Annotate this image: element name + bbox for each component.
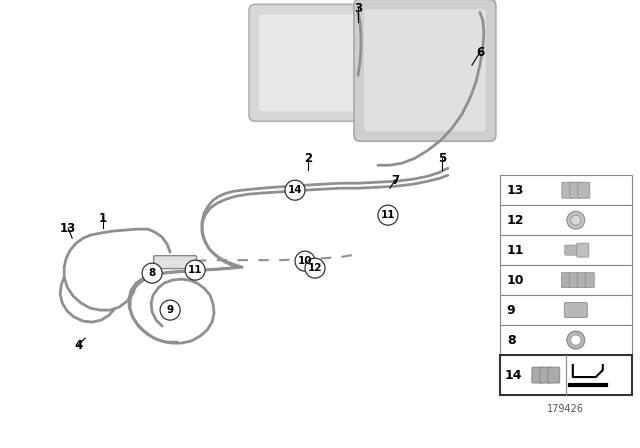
Text: 11: 11	[381, 210, 395, 220]
FancyBboxPatch shape	[154, 256, 196, 269]
FancyBboxPatch shape	[540, 367, 552, 383]
FancyBboxPatch shape	[570, 273, 579, 288]
Text: 12: 12	[308, 263, 323, 273]
Circle shape	[571, 335, 581, 345]
FancyBboxPatch shape	[249, 4, 366, 121]
Bar	[500, 265, 632, 295]
FancyBboxPatch shape	[577, 243, 589, 257]
Text: 6: 6	[476, 46, 484, 59]
Text: 11: 11	[188, 265, 202, 275]
Text: 9: 9	[507, 304, 515, 317]
Text: 8: 8	[507, 334, 515, 347]
Text: 7: 7	[391, 174, 399, 187]
Circle shape	[378, 205, 398, 225]
FancyBboxPatch shape	[354, 0, 496, 141]
Text: 14: 14	[288, 185, 302, 195]
Text: 2: 2	[304, 152, 312, 165]
Circle shape	[142, 263, 162, 283]
FancyBboxPatch shape	[364, 9, 486, 131]
Text: 13: 13	[60, 222, 76, 235]
FancyBboxPatch shape	[259, 14, 356, 111]
Circle shape	[567, 331, 585, 349]
FancyBboxPatch shape	[565, 245, 579, 255]
Bar	[500, 235, 632, 265]
Text: 1: 1	[99, 211, 108, 225]
Text: 12: 12	[507, 214, 524, 227]
Text: 13: 13	[507, 184, 524, 197]
Circle shape	[185, 260, 205, 280]
Bar	[500, 295, 632, 325]
FancyBboxPatch shape	[564, 302, 588, 318]
FancyBboxPatch shape	[561, 273, 570, 288]
Circle shape	[295, 251, 315, 271]
Bar	[500, 325, 632, 355]
Bar	[500, 175, 632, 205]
Text: 3: 3	[354, 2, 362, 15]
FancyBboxPatch shape	[577, 273, 586, 288]
Text: 4: 4	[74, 339, 83, 352]
Text: 10: 10	[298, 256, 312, 266]
FancyBboxPatch shape	[586, 273, 595, 288]
Text: 8: 8	[148, 268, 156, 278]
Bar	[500, 355, 632, 395]
Circle shape	[305, 258, 325, 278]
FancyBboxPatch shape	[548, 367, 560, 383]
FancyBboxPatch shape	[562, 182, 574, 198]
FancyBboxPatch shape	[532, 367, 544, 383]
Text: 9: 9	[166, 305, 173, 315]
Circle shape	[571, 215, 581, 225]
Text: 179426: 179426	[547, 404, 584, 414]
Text: 10: 10	[507, 274, 524, 287]
Text: 14: 14	[505, 369, 522, 382]
Bar	[500, 205, 632, 235]
Text: 5: 5	[438, 152, 446, 165]
Circle shape	[285, 180, 305, 200]
Circle shape	[567, 211, 585, 229]
Text: 11: 11	[507, 244, 524, 257]
FancyBboxPatch shape	[578, 182, 590, 198]
Circle shape	[160, 300, 180, 320]
FancyBboxPatch shape	[570, 182, 582, 198]
